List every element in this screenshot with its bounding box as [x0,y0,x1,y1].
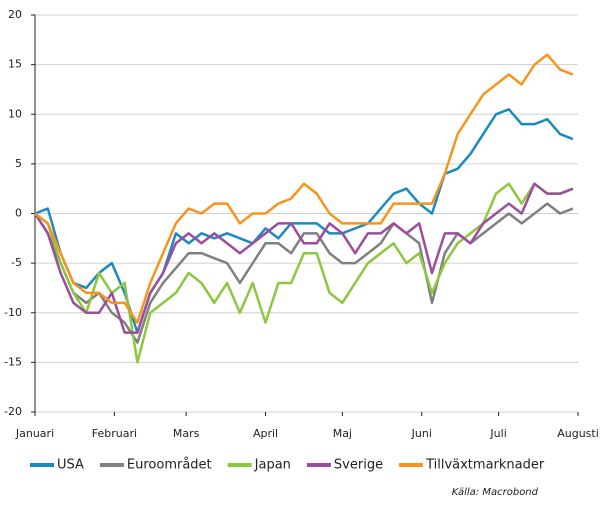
legend: USA Euroområdet Japan Sverige Tillväxtmarkna… [30,458,545,473]
x-tick-label: Juni [411,427,432,440]
y-tick-label: 0 [15,207,22,220]
y-tick-label: 10 [8,107,22,120]
series-line [34,53,574,324]
source: Källa: Macrobond [452,487,539,498]
series-line [33,202,574,344]
x-tick-label: Januari [15,427,54,440]
legend-label: Japan [254,458,291,473]
x-tick-label: April [253,427,278,440]
y-tick-label: -5 [11,256,22,269]
x-tick-label: Februari [92,427,137,440]
legend-label: Sverige [334,458,383,473]
y-tick-label: -20 [4,405,22,418]
y-tick-label: -10 [4,306,22,319]
x-tick-label: Augusti [557,427,599,440]
series-line [33,182,574,334]
y-tick-label: -15 [4,355,22,368]
y-tick-label: 20 [8,8,22,21]
x-tick-label: Maj [333,427,352,440]
legend-label: USA [57,458,84,473]
x-tick-label: Juli [489,427,506,440]
series-line [34,108,574,334]
x-tick-label: Mars [173,427,200,440]
legend-label: Euroområdet [127,458,212,473]
y-tick-label: 5 [15,157,22,170]
y-tick-label: 15 [8,58,22,71]
legend-label: Tillväxtmarknader [425,458,545,473]
